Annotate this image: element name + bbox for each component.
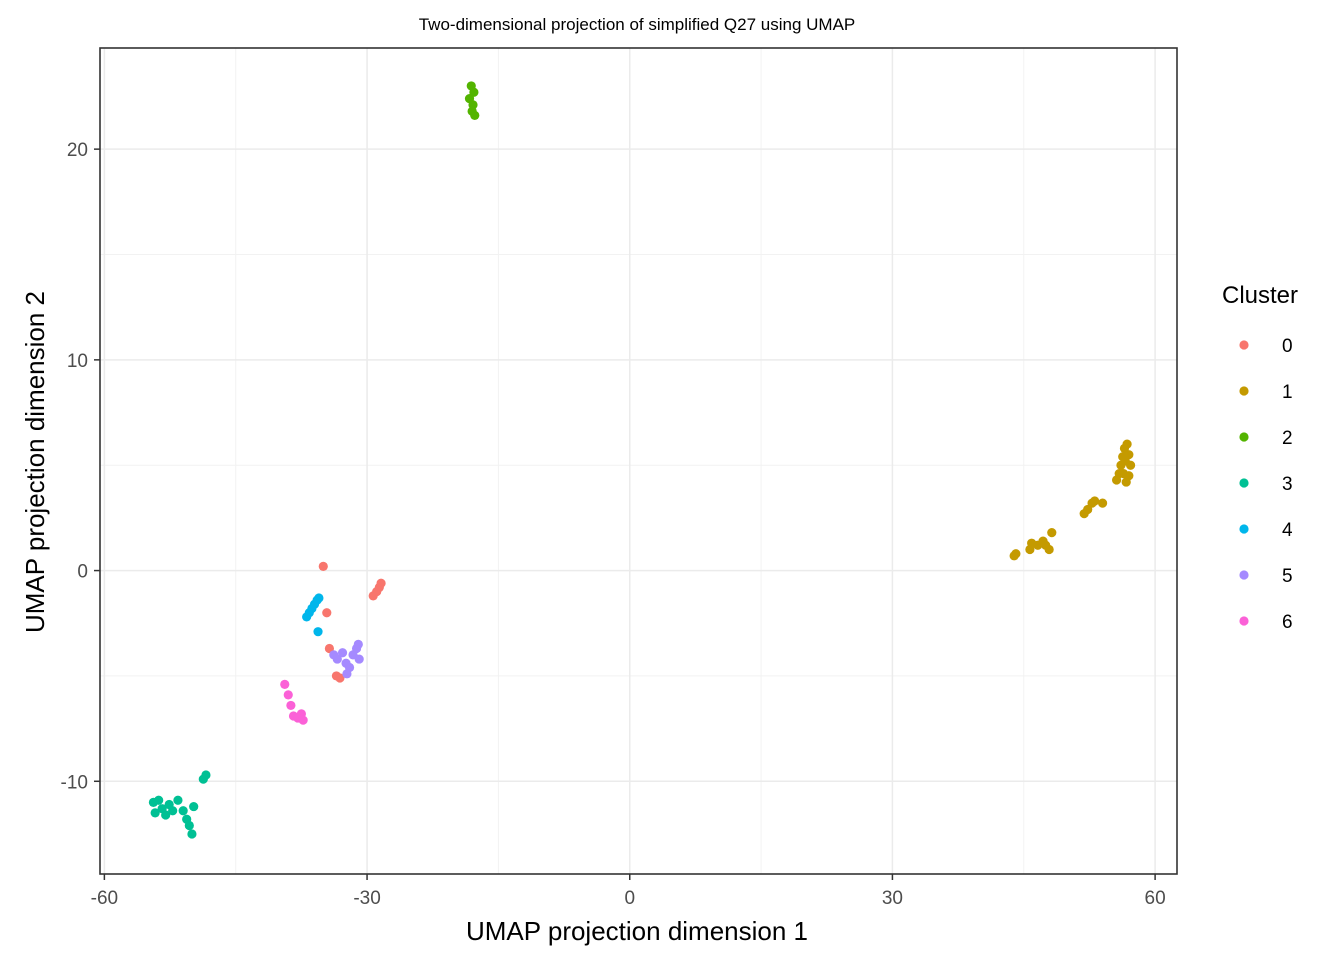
x-axis-title: UMAP projection dimension 1 (466, 916, 808, 946)
legend-label-cluster-4: 4 (1282, 520, 1293, 541)
cluster-6-point (283, 690, 293, 700)
cluster-5-point (342, 669, 352, 679)
cluster-6-point (298, 715, 308, 725)
cluster-3-point (168, 806, 178, 816)
x-tick-label: 0 (624, 888, 635, 909)
cluster-3-point (184, 820, 194, 831)
legend-key-cluster-3 (1239, 478, 1249, 488)
cluster-1-point (1047, 528, 1057, 538)
x-tick-label: -30 (353, 888, 380, 909)
cluster-5-point (354, 654, 364, 664)
cluster-2-point (470, 110, 480, 121)
cluster-6-point (280, 679, 290, 689)
cluster-1-points (1009, 439, 1136, 561)
legend-key-cluster-2 (1239, 432, 1249, 442)
cluster-1-point (1118, 469, 1129, 479)
y-tick-label: 0 (77, 562, 88, 583)
y-tick-label: -10 (61, 772, 88, 793)
cluster-0-point (318, 561, 328, 571)
legend-key-cluster-1 (1239, 386, 1249, 396)
legend-key-cluster-0 (1239, 340, 1249, 350)
legend-key-cluster-4 (1239, 524, 1249, 534)
gridlines (100, 48, 1177, 874)
cluster-2-points (464, 81, 480, 121)
legend-label-cluster-5: 5 (1282, 566, 1293, 587)
y-tick-label: 20 (67, 140, 88, 161)
cluster-3-point (178, 806, 188, 816)
y-tick-label: 10 (67, 351, 88, 372)
cluster-5-points (329, 639, 364, 679)
plot-panel-border (99, 47, 1178, 875)
cluster-1-point (1122, 439, 1132, 449)
axis-ticks: -60 -30 0 30 60 -10 0 10 20 (61, 140, 1166, 909)
legend-label-cluster-6: 6 (1282, 612, 1293, 633)
x-tick-label: -60 (91, 888, 118, 909)
cluster-6-point (286, 700, 296, 711)
cluster-3-point (187, 829, 197, 839)
cluster-0-point (335, 673, 345, 683)
legend-label-cluster-0: 0 (1282, 336, 1293, 357)
cluster-3-point (189, 801, 199, 812)
cluster-1-point (1090, 496, 1100, 506)
cluster-0-points (318, 561, 386, 683)
cluster-0-point (376, 578, 386, 588)
cluster-4-point (313, 627, 323, 637)
chart-title: Two-dimensional projection of simplified… (419, 15, 856, 34)
cluster-5-point (332, 654, 342, 664)
legend-label-cluster-2: 2 (1282, 428, 1293, 449)
cluster-4-point (314, 593, 324, 603)
legend-key-cluster-6 (1239, 616, 1249, 626)
cluster-3-points (148, 770, 211, 839)
x-tick-label: 60 (1145, 888, 1166, 909)
cluster-4-points (302, 593, 324, 637)
cluster-3-point (150, 808, 160, 818)
y-axis-title: UMAP projection dimension 2 (20, 291, 50, 633)
cluster-6-points (280, 679, 308, 725)
cluster-1-point (1097, 498, 1108, 508)
x-tick-label: 30 (882, 888, 903, 909)
legend-key-cluster-5 (1239, 570, 1249, 580)
cluster-3-point (201, 770, 211, 780)
cluster-1-point (1121, 477, 1131, 487)
legend: Cluster 0 1 2 3 4 5 6 (1222, 282, 1298, 633)
cluster-1-point (1044, 544, 1054, 555)
cluster-1-point (1011, 549, 1021, 559)
legend-title: Cluster (1222, 282, 1298, 309)
data-points (148, 81, 1136, 839)
cluster-0-point (322, 608, 332, 618)
legend-items: 0 1 2 3 4 5 6 (1239, 336, 1293, 633)
cluster-5-point (337, 648, 348, 658)
cluster-5-point (353, 639, 363, 649)
legend-label-cluster-1: 1 (1282, 382, 1293, 403)
legend-label-cluster-3: 3 (1282, 474, 1293, 495)
cluster-3-point (154, 795, 164, 805)
cluster-3-point (161, 810, 171, 820)
cluster-1-point (1120, 456, 1130, 466)
cluster-3-point (173, 795, 183, 805)
